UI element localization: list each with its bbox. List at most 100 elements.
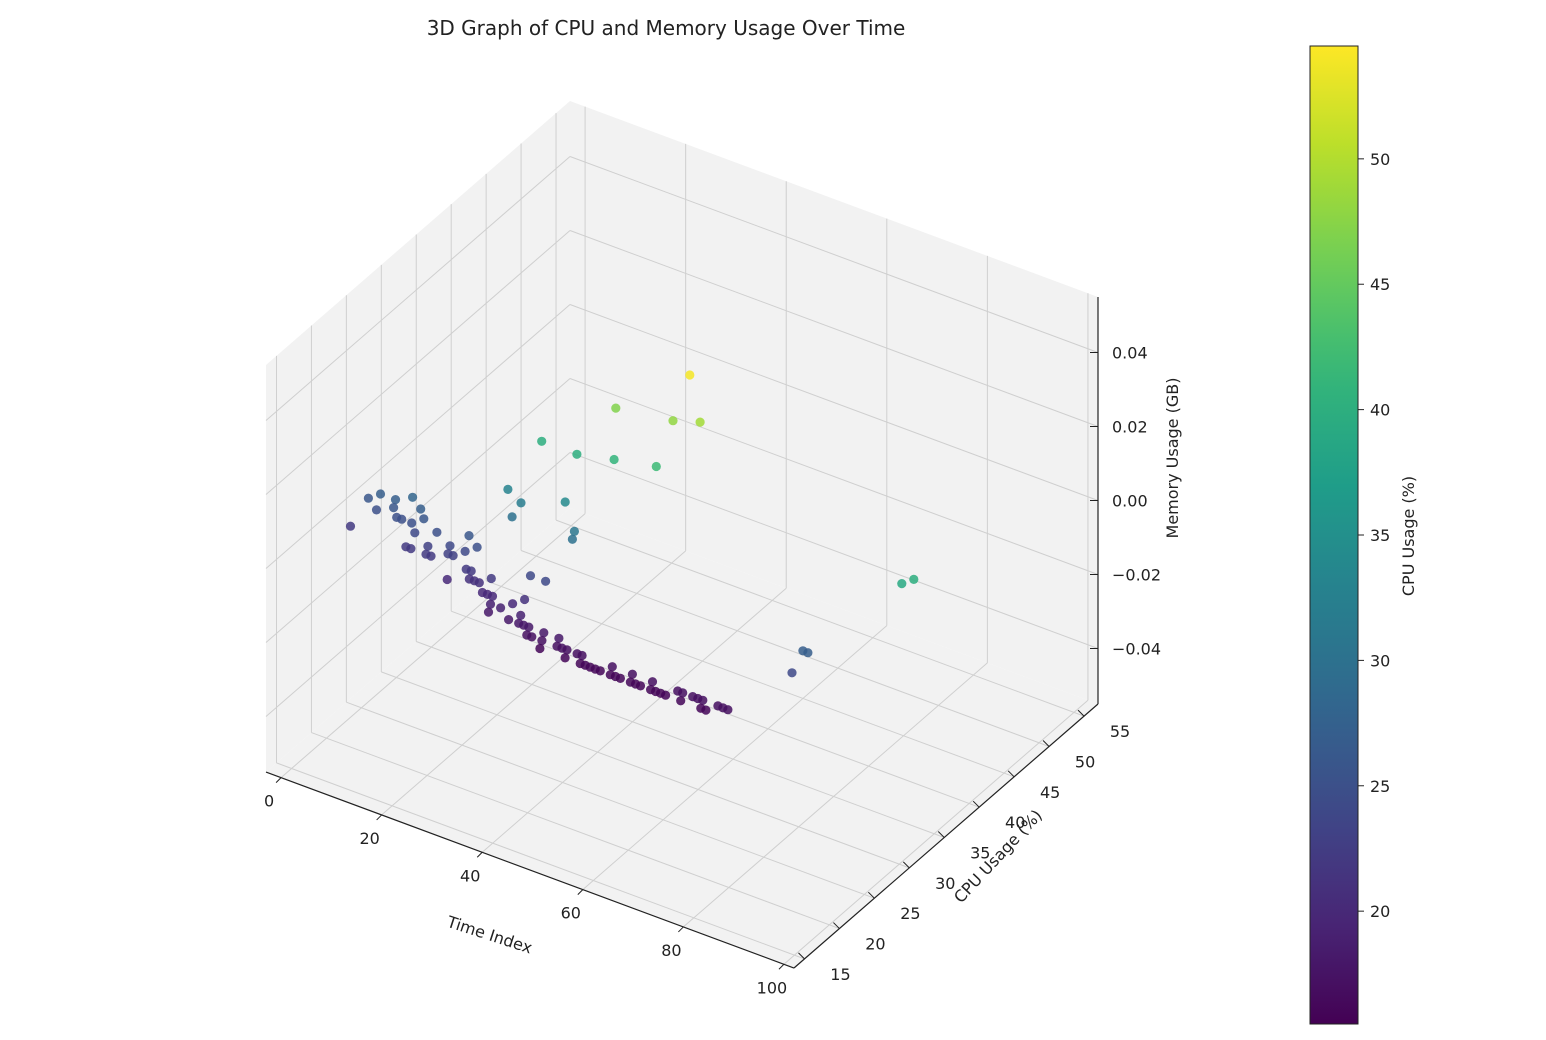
y-tick (902, 861, 910, 869)
data-point (627, 669, 638, 679)
data-point (516, 610, 526, 621)
x-tick (476, 851, 483, 858)
back-grid-z (569, 156, 1099, 353)
floor-pane (266, 508, 1098, 968)
data-point (371, 505, 382, 515)
x-tick-label: 0 (264, 792, 274, 811)
x-tick (678, 926, 684, 933)
colorbar-tick-label: 20 (1370, 902, 1390, 921)
y-tick (1007, 770, 1015, 778)
x-tick-label: 80 (661, 941, 681, 960)
z-tick-label: −0.02 (1112, 566, 1161, 585)
colorbar-tick-label: 40 (1370, 401, 1390, 420)
x-axis-title: Time Index (444, 912, 535, 958)
colorbar-title: CPU Usage (%) (1399, 476, 1418, 596)
y-tick-label: 40 (1005, 813, 1025, 832)
data-point (419, 514, 429, 524)
data-point (460, 546, 470, 557)
data-point (572, 449, 582, 459)
data-point (464, 531, 474, 541)
data-point (504, 615, 514, 625)
data-point (516, 498, 526, 508)
data-point (661, 690, 671, 700)
floor-grid-y (346, 701, 875, 899)
data-point (787, 668, 797, 678)
y-axis-line (793, 703, 1099, 969)
floor-grid-y (416, 641, 945, 838)
colorbar-tick-label: 35 (1370, 526, 1390, 545)
y-tick-label: 20 (865, 935, 885, 954)
floor-grid-x (683, 662, 988, 928)
data-point (345, 521, 356, 531)
data-point (609, 454, 619, 465)
back-grid-z (569, 304, 1099, 501)
floor-grid-x (783, 699, 1089, 965)
data-point (416, 504, 426, 514)
floor-grid-y (555, 519, 1085, 717)
data-point (909, 574, 919, 585)
floor-grid-y (276, 762, 805, 960)
floor-grid-y (311, 732, 840, 930)
data-point (685, 370, 695, 380)
grid-lines (265, 106, 1099, 965)
y-tick-label: 35 (970, 844, 990, 863)
y-tick-label: 55 (1110, 722, 1130, 741)
data-point (483, 607, 494, 617)
data-point (375, 489, 386, 499)
data-point (486, 573, 496, 584)
data-point (554, 633, 564, 643)
back-grid-z (569, 230, 1099, 427)
data-point (537, 636, 547, 646)
data-point (397, 514, 407, 524)
y-tick-label: 45 (1040, 783, 1060, 802)
data-point (442, 574, 452, 585)
data-point (577, 650, 587, 661)
y-axis-title: CPU Usage (%) (950, 806, 1046, 907)
y-tick (1042, 740, 1050, 747)
data-point (426, 551, 436, 561)
data-point (525, 571, 536, 581)
data-point (474, 578, 484, 588)
floor-grid-x (481, 587, 787, 853)
data-point (520, 594, 530, 605)
data-point (698, 695, 708, 705)
data-point (595, 666, 605, 676)
data-point (676, 696, 686, 706)
floor-grid-x (582, 625, 888, 890)
left-grid-z (265, 156, 571, 421)
back-grid-z (569, 378, 1099, 575)
data-point (423, 541, 433, 551)
y-tick (868, 891, 875, 899)
data-point (560, 497, 570, 507)
x-tick (577, 889, 584, 895)
data-point (560, 653, 570, 663)
tick-labels: 0 20 40 60 80 100 15 20 25 30 35 40 45 50 55 −0.04 −0.02… (264, 344, 1161, 998)
z-tick-label: 0.02 (1112, 418, 1148, 437)
data-point (615, 673, 626, 684)
data-point (541, 576, 551, 586)
data-point (647, 677, 658, 687)
colorbar-tick-label: 45 (1370, 275, 1390, 294)
data-point (524, 622, 534, 632)
data-point (503, 484, 513, 494)
y-tick (833, 922, 840, 929)
data-point (445, 541, 455, 551)
data-point (507, 512, 517, 522)
data-point (407, 518, 417, 528)
y-tick (937, 831, 945, 838)
colorbar-tick-label: 25 (1370, 777, 1390, 796)
data-point (569, 526, 580, 537)
data-point (406, 544, 416, 554)
data-point (432, 527, 442, 537)
data-point (410, 528, 420, 538)
data-point (485, 599, 496, 609)
left-grid-z (265, 304, 571, 569)
data-point (701, 705, 711, 715)
z-tick-label: 0.04 (1112, 344, 1148, 363)
data-point (562, 645, 572, 655)
data-point (567, 534, 578, 544)
data-point (723, 705, 733, 715)
x-tick (275, 777, 282, 783)
data-point (678, 688, 688, 698)
x-tick-label: 40 (460, 866, 480, 885)
